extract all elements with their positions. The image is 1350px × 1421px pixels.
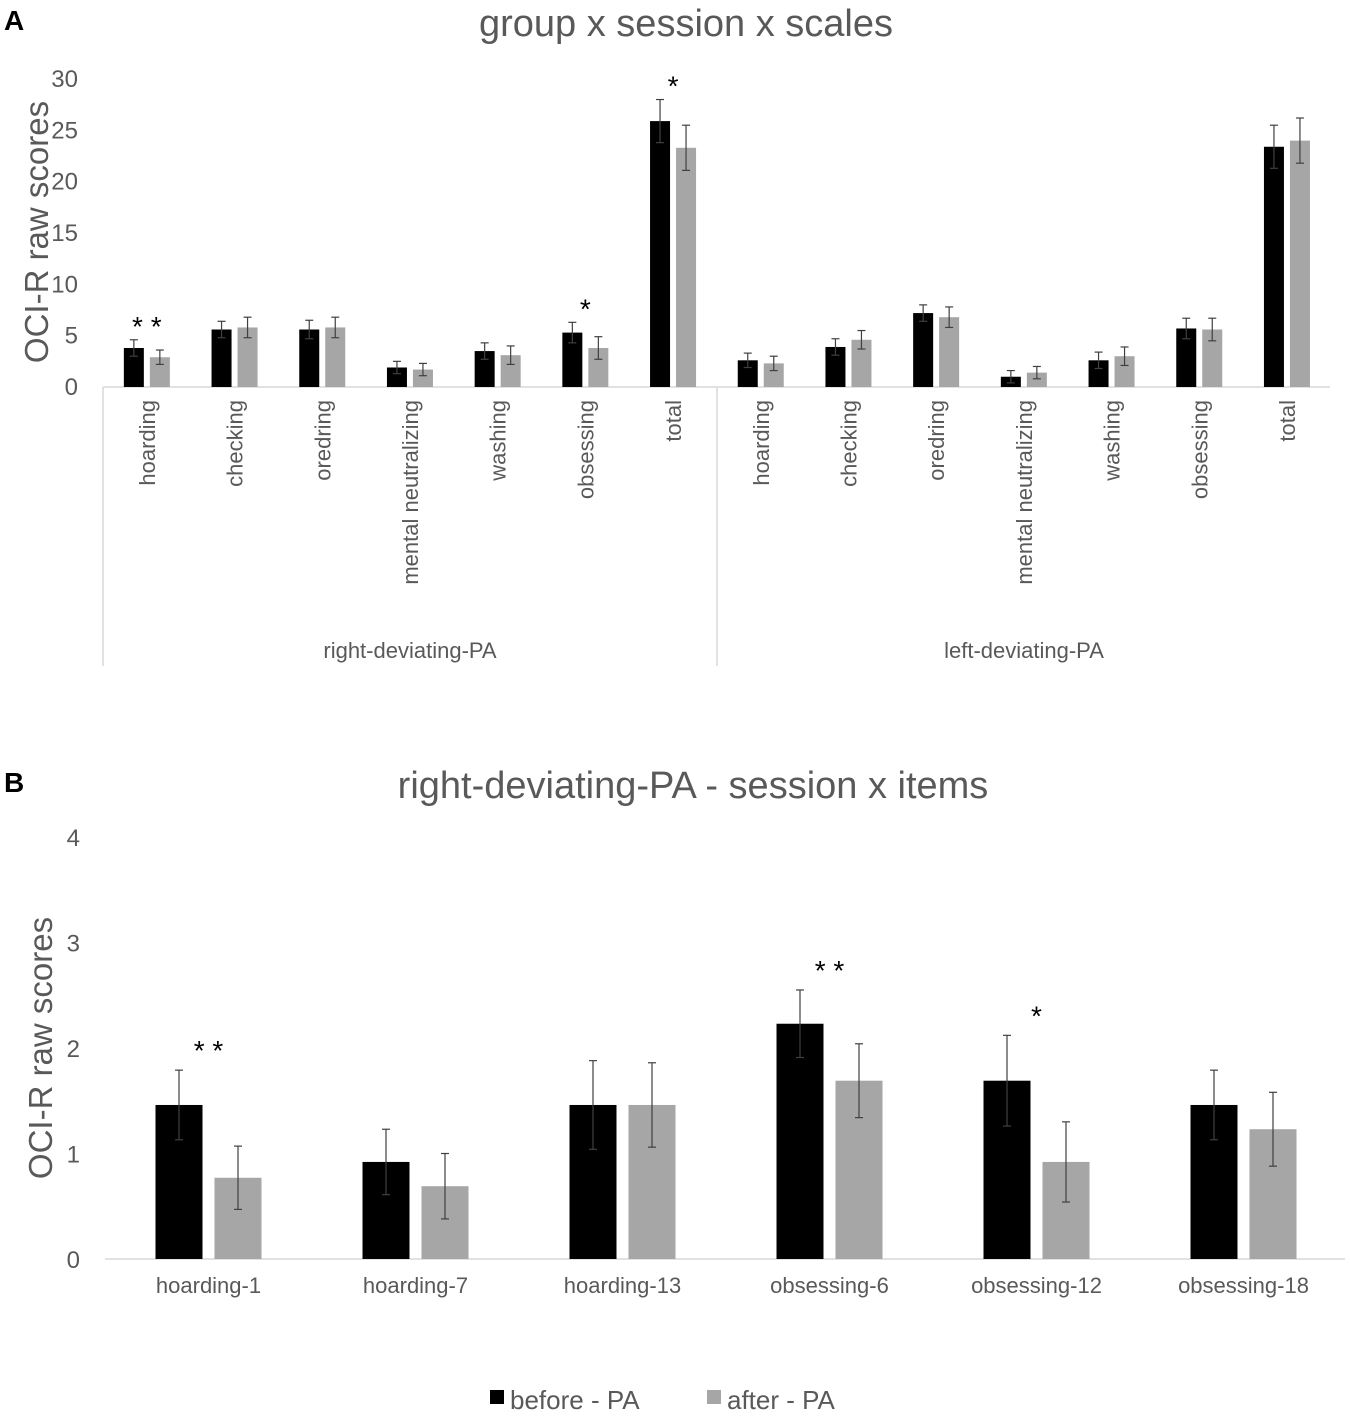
category-label: oredring bbox=[310, 400, 335, 481]
panel-b-y-tick-label: 0 bbox=[67, 1247, 80, 1274]
legend: before - PA after - PA bbox=[490, 1385, 836, 1415]
legend-after-swatch bbox=[707, 1390, 721, 1404]
figure: A group x session x scales OCI-R raw sco… bbox=[0, 0, 1350, 1421]
panel-b-y-ticks: 0 1 2 3 4 bbox=[67, 825, 80, 1274]
panel-b-y-axis-label: OCI-R raw scores bbox=[22, 917, 59, 1179]
panel-b-y-tick-label: 4 bbox=[67, 825, 80, 852]
panel-b-category-labels: hoarding-1 hoarding-7 hoarding-13 obsessing… bbox=[156, 1273, 1309, 1298]
panel-b-y-tick-label: 3 bbox=[67, 931, 80, 958]
panel-b-y-tick-label: 2 bbox=[67, 1036, 80, 1063]
category-label: washing bbox=[1100, 400, 1125, 482]
group-label-left-deviating: left-deviating-PA bbox=[944, 638, 1104, 663]
panel-a-y-axis-label: OCI-R raw scores bbox=[18, 101, 55, 363]
significance-marker: * * bbox=[815, 955, 845, 986]
category-label: obsessing-6 bbox=[770, 1273, 889, 1298]
significance-marker: * bbox=[1031, 1000, 1042, 1031]
category-label: obsessing-12 bbox=[971, 1273, 1102, 1298]
category-label: checking bbox=[223, 400, 248, 487]
panel-a-y-tick-label: 5 bbox=[65, 323, 78, 350]
panel-a-y-tick-label: 25 bbox=[51, 117, 78, 144]
category-label: obsessing bbox=[1187, 400, 1212, 499]
panel-a-letter: A bbox=[4, 5, 24, 36]
category-label: hoarding bbox=[749, 400, 774, 486]
panel-a-bars: * * * * bbox=[124, 71, 1310, 387]
panel-a-y-tick-label: 30 bbox=[51, 66, 78, 93]
panel-b-title: right-deviating-PA - session x items bbox=[398, 765, 989, 807]
category-label: total bbox=[661, 400, 686, 442]
panel-a-title: group x session x scales bbox=[479, 3, 893, 45]
panel-b-y-tick-label: 1 bbox=[67, 1142, 80, 1169]
panel-a-chart: A group x session x scales OCI-R raw sco… bbox=[4, 3, 1330, 666]
legend-before-swatch bbox=[490, 1390, 504, 1404]
bar-after-total bbox=[1290, 141, 1310, 387]
category-label: washing bbox=[486, 400, 511, 482]
panel-a-y-tick-label: 10 bbox=[51, 271, 78, 298]
category-label: hoarding bbox=[135, 400, 160, 486]
panel-a-y-tick-label: 20 bbox=[51, 169, 78, 196]
category-label: hoarding-1 bbox=[156, 1273, 261, 1298]
category-label: oredring bbox=[924, 400, 949, 481]
panel-a-y-tick-label: 15 bbox=[51, 220, 78, 247]
category-label: hoarding-7 bbox=[363, 1273, 468, 1298]
legend-before-label: before - PA bbox=[510, 1385, 640, 1415]
panel-a-y-ticks: 0 5 10 15 20 25 30 bbox=[51, 66, 78, 401]
legend-after-label: after - PA bbox=[727, 1385, 836, 1415]
category-label: total bbox=[1275, 400, 1300, 442]
category-label: hoarding-13 bbox=[564, 1273, 681, 1298]
bar-before-obsessing-6 bbox=[777, 1024, 824, 1259]
panel-b-letter: B bbox=[4, 767, 24, 798]
category-label: obsessing-18 bbox=[1178, 1273, 1309, 1298]
category-label: mental neutralizing bbox=[1012, 400, 1037, 585]
group-label-right-deviating: right-deviating-PA bbox=[323, 638, 497, 663]
panel-a-y-tick-label: 0 bbox=[65, 374, 78, 401]
significance-marker: * bbox=[580, 293, 591, 324]
category-label: checking bbox=[836, 400, 861, 487]
panel-b-bars: * * * * * bbox=[156, 955, 1297, 1259]
bar-before-oredring bbox=[913, 313, 933, 387]
bar-after-total bbox=[676, 148, 696, 387]
significance-marker: * bbox=[668, 71, 679, 102]
significance-marker: * * bbox=[132, 311, 162, 342]
significance-marker: * * bbox=[194, 1035, 224, 1066]
bar-before-total bbox=[1264, 147, 1284, 387]
panel-b-chart: B right-deviating-PA - session x items O… bbox=[4, 765, 1345, 1298]
bar-before-total bbox=[650, 121, 670, 387]
category-label: mental neutralizing bbox=[398, 400, 423, 585]
category-label: obsessing bbox=[573, 400, 598, 499]
